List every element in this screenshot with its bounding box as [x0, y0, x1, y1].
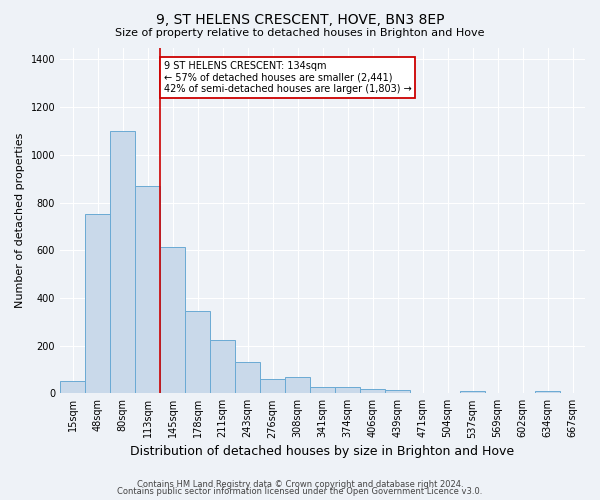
Bar	[85, 214, 110, 394]
Bar	[185, 311, 210, 394]
Bar	[135, 186, 160, 394]
Bar	[260, 379, 285, 394]
Bar	[535, 391, 560, 394]
Text: Size of property relative to detached houses in Brighton and Hove: Size of property relative to detached ho…	[115, 28, 485, 38]
Bar	[385, 390, 410, 394]
Text: Contains public sector information licensed under the Open Government Licence v3: Contains public sector information licen…	[118, 487, 482, 496]
Bar	[60, 382, 85, 394]
Bar	[110, 131, 135, 394]
Y-axis label: Number of detached properties: Number of detached properties	[15, 132, 25, 308]
Text: 9, ST HELENS CRESCENT, HOVE, BN3 8EP: 9, ST HELENS CRESCENT, HOVE, BN3 8EP	[156, 12, 444, 26]
Bar	[210, 340, 235, 394]
Bar	[285, 376, 310, 394]
Bar	[360, 388, 385, 394]
Bar	[335, 388, 360, 394]
Bar	[460, 391, 485, 394]
Text: Contains HM Land Registry data © Crown copyright and database right 2024.: Contains HM Land Registry data © Crown c…	[137, 480, 463, 489]
Text: 9 ST HELENS CRESCENT: 134sqm
← 57% of detached houses are smaller (2,441)
42% of: 9 ST HELENS CRESCENT: 134sqm ← 57% of de…	[164, 60, 412, 94]
X-axis label: Distribution of detached houses by size in Brighton and Hove: Distribution of detached houses by size …	[130, 444, 515, 458]
Bar	[235, 362, 260, 394]
Bar	[310, 388, 335, 394]
Bar	[160, 246, 185, 394]
